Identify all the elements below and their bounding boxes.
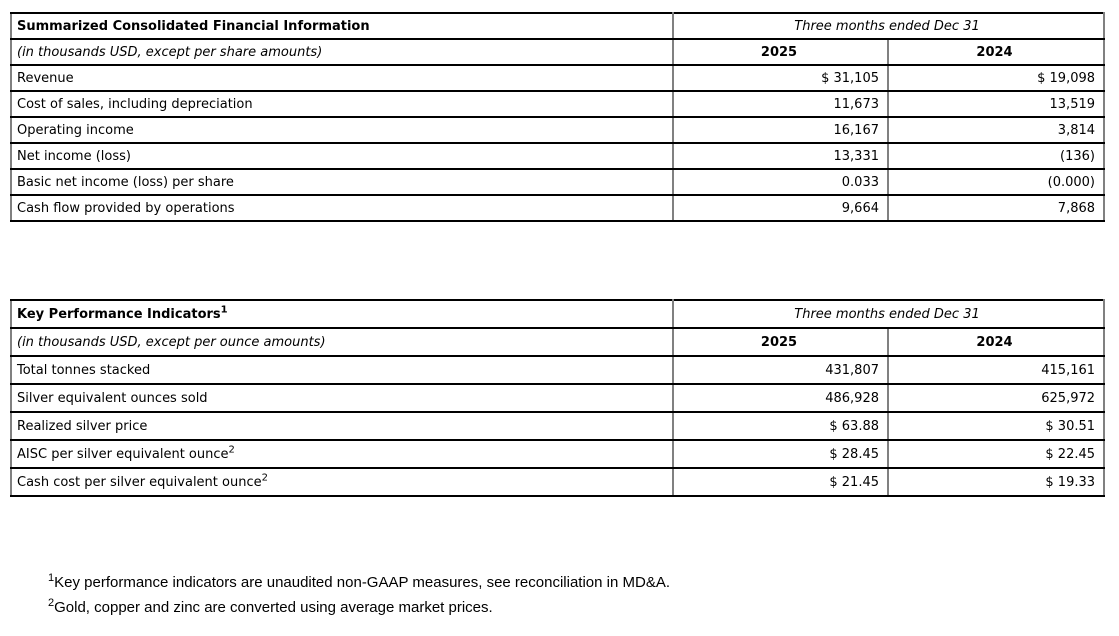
row-label: Revenue — [10, 64, 674, 92]
table-title: Summarized Consolidated Financial Inform… — [10, 12, 674, 40]
value-2024: $ 22.45 — [886, 439, 1106, 469]
column-header-row: (in thousands USD, except per ounce amou… — [10, 327, 1106, 357]
column-header-row: (in thousands USD, except per share amou… — [10, 38, 1106, 66]
key-performance-indicators-table: Key Performance Indicators1 Three months… — [10, 299, 1106, 497]
table-row: Cash cost per silver equivalent ounce2 $… — [10, 467, 1106, 497]
row-label: Silver equivalent ounces sold — [10, 383, 674, 413]
value-2025: $ 21.45 — [672, 467, 889, 497]
value-2025: $ 63.88 — [672, 411, 889, 441]
table-subtitle: (in thousands USD, except per share amou… — [10, 38, 674, 66]
column-header-2025: 2025 — [672, 327, 889, 357]
table-row: Net income (loss) 13,331 (136) — [10, 142, 1106, 170]
value-2024: 415,161 — [886, 355, 1106, 385]
row-label: Total tonnes stacked — [10, 355, 674, 385]
table-header-row: Summarized Consolidated Financial Inform… — [10, 12, 1106, 40]
title-footnote-marker: 1 — [220, 304, 228, 316]
table-row: AISC per silver equivalent ounce2 $ 28.4… — [10, 439, 1106, 469]
value-2024: 7,868 — [886, 194, 1106, 222]
table-row: Total tonnes stacked 431,807 415,161 — [10, 355, 1106, 385]
value-2024: 625,972 — [886, 383, 1106, 413]
table-row: Cash flow provided by operations 9,664 7… — [10, 194, 1106, 222]
row-footnote-marker: 2 — [261, 472, 268, 484]
footnote-text: Gold, copper and zinc are converted usin… — [54, 599, 493, 616]
table-row: Revenue $ 31,105 $ 19,098 — [10, 64, 1106, 92]
table-row: Silver equivalent ounces sold 486,928 62… — [10, 383, 1106, 413]
table-row: Operating income 16,167 3,814 — [10, 116, 1106, 144]
footnote-text: Key performance indicators are unaudited… — [54, 574, 670, 591]
table-row: Cost of sales, including depreciation 11… — [10, 90, 1106, 118]
row-label: Cash flow provided by operations — [10, 194, 674, 222]
value-2025: $ 31,105 — [672, 64, 889, 92]
value-2025: 13,331 — [672, 142, 889, 170]
table-title: Key Performance Indicators1 — [10, 299, 674, 329]
footnote-2: 2Gold, copper and zinc are converted usi… — [48, 595, 670, 620]
row-footnote-marker: 2 — [228, 444, 235, 456]
value-2025: 0.033 — [672, 168, 889, 196]
row-label: Basic net income (loss) per share — [10, 168, 674, 196]
row-label: Cash cost per silver equivalent ounce2 — [10, 467, 674, 497]
column-header-2024: 2024 — [886, 327, 1106, 357]
value-2024: $ 19,098 — [886, 64, 1106, 92]
table-row: Realized silver price $ 63.88 $ 30.51 — [10, 411, 1106, 441]
value-2024: $ 30.51 — [886, 411, 1106, 441]
period-header: Three months ended Dec 31 — [671, 12, 1106, 40]
table-subtitle: (in thousands USD, except per ounce amou… — [10, 327, 674, 357]
value-2024: 13,519 — [886, 90, 1106, 118]
row-label: Operating income — [10, 116, 674, 144]
column-header-2025: 2025 — [672, 38, 889, 66]
footnote-marker: 2 — [48, 597, 55, 609]
value-2025: 9,664 — [672, 194, 889, 222]
value-2025: $ 28.45 — [672, 439, 889, 469]
value-2025: 11,673 — [672, 90, 889, 118]
value-2024: $ 19.33 — [886, 467, 1106, 497]
column-header-2024: 2024 — [886, 38, 1106, 66]
row-label: Cost of sales, including depreciation — [10, 90, 674, 118]
period-header: Three months ended Dec 31 — [671, 299, 1106, 329]
value-2024: (0.000) — [886, 168, 1106, 196]
footnote-marker: 1 — [48, 572, 55, 584]
value-2025: 16,167 — [672, 116, 889, 144]
summarized-financials-table: Summarized Consolidated Financial Inform… — [10, 12, 1106, 222]
table-header-row: Key Performance Indicators1 Three months… — [10, 299, 1106, 329]
row-label: AISC per silver equivalent ounce2 — [10, 439, 674, 469]
table-row: Basic net income (loss) per share 0.033 … — [10, 168, 1106, 196]
row-label: Realized silver price — [10, 411, 674, 441]
row-label: Net income (loss) — [10, 142, 674, 170]
footnote-1: 1Key performance indicators are unaudite… — [48, 570, 670, 595]
table-title-text: Key Performance Indicators — [17, 306, 221, 322]
value-2025: 431,807 — [672, 355, 889, 385]
value-2024: 3,814 — [886, 116, 1106, 144]
footnotes: 1Key performance indicators are unaudite… — [48, 570, 670, 620]
value-2025: 486,928 — [672, 383, 889, 413]
value-2024: (136) — [886, 142, 1106, 170]
